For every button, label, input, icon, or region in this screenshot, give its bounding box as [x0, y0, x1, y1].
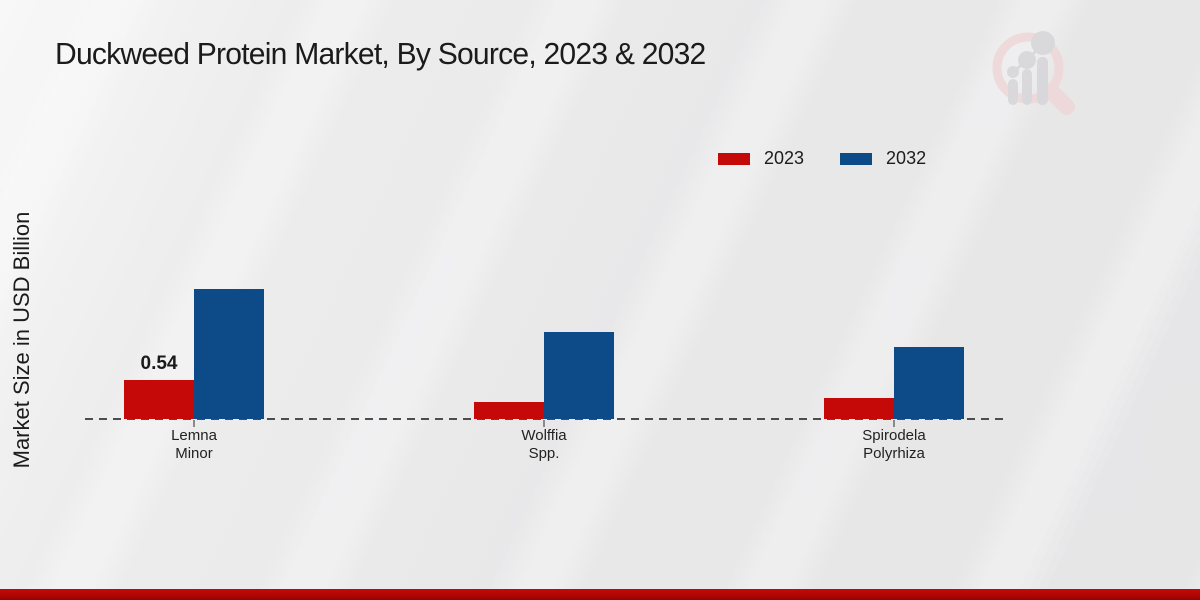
chart-title: Duckweed Protein Market, By Source, 2023… [55, 36, 706, 71]
bar-value-label: 0.54 [140, 353, 178, 374]
bar-2023-lemna-minor [124, 380, 194, 419]
x-axis-tick [543, 420, 545, 427]
category-label-spirodela-polyrhiza: Spirodela Polyrhiza [862, 427, 926, 462]
footer-accent-bar [0, 589, 1200, 600]
brand-logo-watermark-icon [992, 31, 1075, 115]
bar-2032-lemna-minor [194, 289, 264, 419]
legend-item-2023: 2023 [718, 148, 804, 169]
legend-swatch-2032 [840, 152, 873, 165]
legend-label: 2032 [886, 148, 927, 168]
bar-2023-spirodela-polyrhiza [824, 398, 894, 419]
bar-2032-wolffia-spp [544, 332, 614, 419]
legend-label: 2023 [764, 148, 805, 168]
zero-baseline [85, 418, 1005, 420]
legend-swatch-2023 [718, 152, 750, 165]
legend: 2023 2032 [718, 148, 926, 169]
legend-item-2032: 2032 [840, 148, 926, 169]
bar-2032-spirodela-polyrhiza [894, 347, 964, 419]
x-axis-tick [893, 420, 895, 427]
category-label-wolffia-spp: Wolffia Spp. [521, 427, 567, 462]
category-label-lemna-minor: Lemna Minor [171, 427, 217, 462]
bar-2023-wolffia-spp [474, 402, 544, 419]
x-axis-tick [193, 420, 195, 427]
